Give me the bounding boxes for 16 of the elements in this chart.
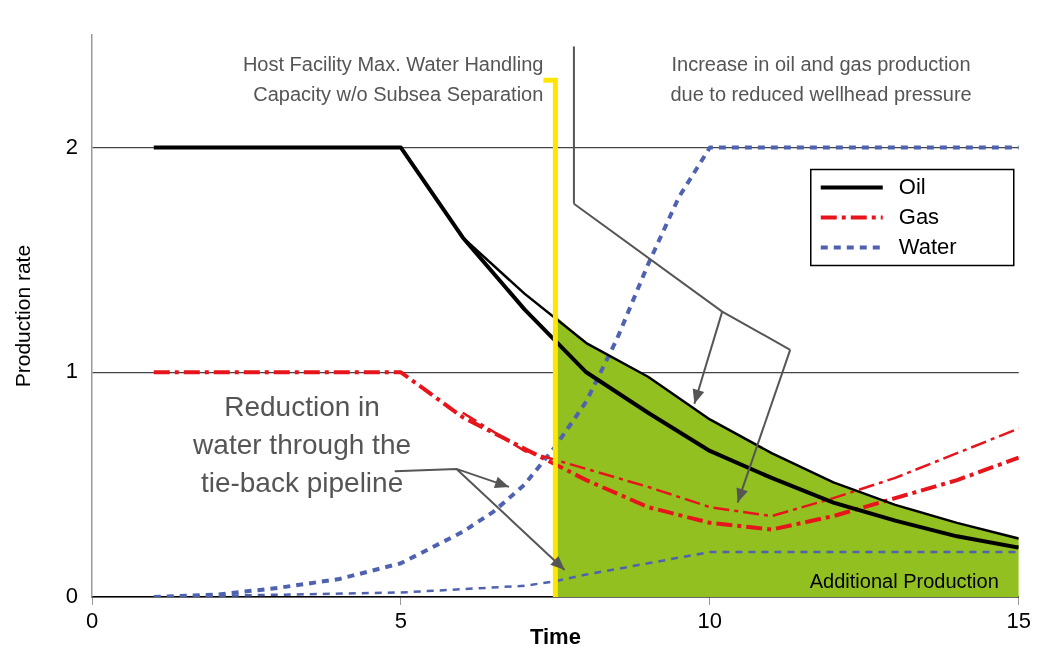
x-tick-label: 5 — [394, 608, 408, 634]
annotation: Reduction in water through the tie-back pipeline — [192, 390, 412, 498]
y-tick-label: 1 — [65, 358, 78, 384]
annotation: Additional Production — [809, 569, 999, 592]
annotation: Increase in oil and gas production due to reduced wellhead pressure — [670, 52, 972, 105]
y-tick-label: 2 — [65, 133, 78, 159]
y-axis-title: Production rate — [11, 244, 35, 388]
x-axis-title: Time — [529, 624, 581, 650]
x-tick-label: 15 — [1006, 608, 1032, 634]
x-tick-label: 0 — [85, 608, 99, 634]
legend-label: Gas — [898, 203, 940, 229]
y-tick-label: 0 — [65, 583, 78, 609]
legend-label: Water — [898, 233, 957, 259]
x-tick-label: 10 — [697, 608, 723, 634]
ref-line-label: Host Facility Max. Water Handling Capacity w/o Subsea Separation — [242, 52, 544, 105]
legend-label: Oil — [898, 173, 926, 199]
